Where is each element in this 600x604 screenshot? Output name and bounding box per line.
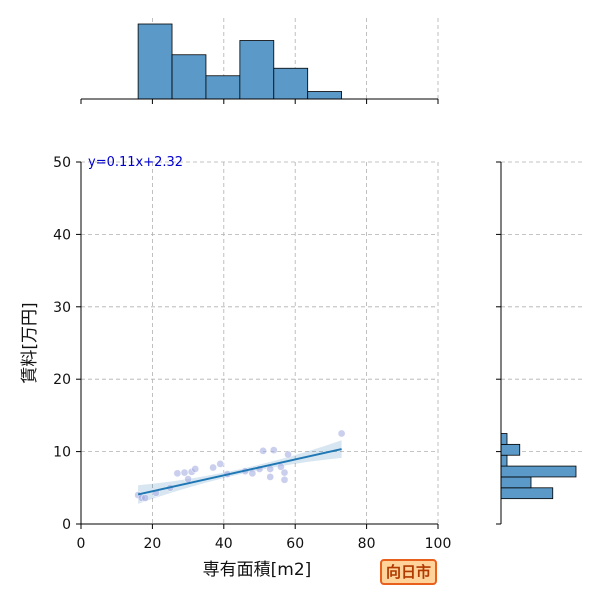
right-histogram (496, 161, 585, 525)
y-tick-label: 30 (53, 300, 71, 316)
data-point (141, 494, 150, 502)
data-point (266, 473, 275, 481)
data-point (209, 463, 217, 472)
data-point (280, 475, 289, 484)
x-tick-label: 60 (286, 536, 304, 552)
data-point (173, 469, 182, 478)
regression-line (137, 448, 342, 496)
top-histogram (80, 18, 439, 104)
x-tick-label: 40 (215, 536, 233, 552)
y-tick-label: 50 (53, 155, 71, 171)
top-hist-bar (239, 40, 275, 100)
regression-label: y=0.11x+2.32 (88, 155, 183, 170)
x-tick-label: 20 (143, 536, 161, 552)
data-point (269, 446, 278, 455)
data-point (280, 468, 289, 477)
data-point (180, 468, 189, 477)
right-hist-bar (500, 476, 532, 489)
top-hist-bar (205, 75, 241, 100)
city-badge: 向日市 (380, 559, 438, 585)
right-hist-bar (500, 487, 554, 500)
right-hist-bar (500, 454, 508, 467)
y-tick-label: 20 (53, 372, 71, 388)
data-point (191, 465, 200, 473)
data-point (284, 450, 292, 459)
x-tick-label: 0 (77, 536, 86, 552)
top-hist-bar (307, 91, 343, 100)
data-point (184, 475, 192, 483)
right-hist-bar (500, 443, 521, 456)
data-point (337, 429, 346, 438)
regression-line-group (137, 448, 342, 496)
right-hist-bar (500, 433, 508, 445)
x-tick-label: 80 (358, 536, 376, 552)
top-hist-bar (171, 54, 207, 100)
data-point (216, 460, 225, 468)
main-axes: 0 20 40 60 80 100 0 10 20 30 40 50 (53, 155, 451, 552)
y-axis-label: 賃料[万円] (20, 302, 40, 383)
y-tick-label: 10 (53, 445, 71, 461)
right-hist-bar (500, 465, 577, 478)
data-point (259, 447, 267, 455)
top-hist-bar (273, 67, 309, 100)
top-hist-bar (137, 23, 173, 100)
x-tick-label: 100 (425, 536, 452, 552)
x-axis-label: 専有面積[m2] (203, 560, 312, 580)
data-point (248, 469, 257, 478)
y-tick-label: 40 (53, 227, 71, 243)
y-tick-label: 0 (62, 517, 71, 533)
